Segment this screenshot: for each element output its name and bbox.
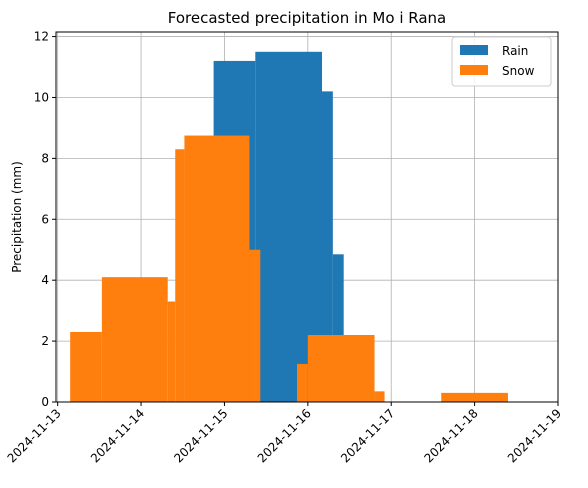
x-tick-label: 2024-11-18 bbox=[422, 406, 481, 465]
y-tick-label: 2 bbox=[41, 334, 49, 348]
y-tick-label: 6 bbox=[41, 212, 49, 226]
y-tick-label: 10 bbox=[34, 90, 49, 104]
snow-bar bbox=[296, 363, 308, 402]
bars bbox=[70, 51, 508, 402]
legend: Rain Snow bbox=[451, 36, 552, 87]
x-tick-label: 2024-11-14 bbox=[88, 406, 147, 465]
legend-label-snow: Snow bbox=[502, 64, 535, 78]
chart-title: Forecasted precipitation in Mo i Rana bbox=[168, 9, 447, 27]
y-tick-label: 8 bbox=[41, 151, 49, 165]
y-tick-label: 0 bbox=[41, 395, 49, 409]
x-tick-label: 2024-11-16 bbox=[255, 406, 314, 465]
y-tick-label: 4 bbox=[41, 273, 49, 287]
snow-bar bbox=[101, 277, 168, 402]
snow-bar bbox=[184, 135, 250, 402]
snow-bar bbox=[167, 301, 176, 402]
x-tick-label: 2024-11-17 bbox=[338, 406, 397, 465]
y-tick-label: 12 bbox=[34, 30, 49, 44]
snow-bar bbox=[70, 331, 102, 402]
y-axis-label: Precipitation (mm) bbox=[10, 161, 24, 273]
legend-swatch-snow bbox=[460, 65, 488, 75]
x-axis: 2024-11-13 2024-11-14 2024-11-15 2024-11-16… bbox=[5, 402, 564, 465]
snow-bar bbox=[441, 392, 508, 402]
x-tick-label: 2024-11-13 bbox=[5, 406, 64, 465]
x-tick-label: 2024-11-19 bbox=[505, 406, 564, 465]
snow-bar bbox=[175, 149, 185, 402]
legend-swatch-rain bbox=[460, 45, 488, 55]
legend-label-rain: Rain bbox=[502, 44, 528, 58]
x-tick-label: 2024-11-15 bbox=[171, 406, 230, 465]
snow-bar bbox=[374, 391, 385, 402]
rain-bar bbox=[332, 254, 344, 402]
rain-bar bbox=[322, 91, 333, 402]
plot-frame bbox=[55, 31, 559, 403]
snow-bar bbox=[307, 335, 375, 402]
snow-bar bbox=[249, 249, 261, 402]
y-axis: 0 2 4 6 8 10 12 bbox=[34, 30, 56, 409]
